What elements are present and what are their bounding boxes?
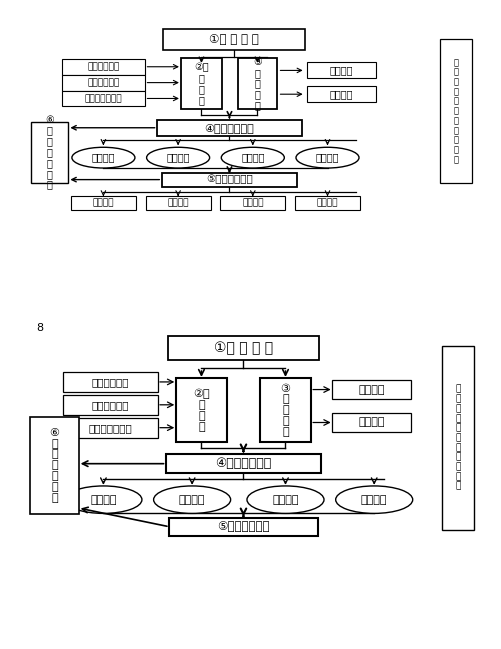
Text: 基数效用理论: 基数效用理论: [92, 377, 129, 387]
Text: 工资理论: 工资理论: [93, 199, 114, 208]
FancyBboxPatch shape: [306, 86, 376, 102]
FancyBboxPatch shape: [157, 120, 301, 136]
FancyBboxPatch shape: [63, 395, 158, 415]
FancyBboxPatch shape: [62, 91, 145, 106]
Ellipse shape: [153, 486, 230, 513]
Text: 生产理论: 生产理论: [329, 66, 353, 75]
Text: 序数效用理论: 序数效用理论: [87, 78, 119, 87]
FancyBboxPatch shape: [237, 58, 277, 109]
Ellipse shape: [65, 486, 142, 513]
Text: 显示性偏好理论: 显示性偏好理论: [88, 422, 132, 433]
FancyBboxPatch shape: [332, 380, 410, 399]
Text: 寡头垄断: 寡头垄断: [240, 153, 264, 163]
Text: 垄断竞争: 垄断竞争: [178, 495, 205, 505]
FancyBboxPatch shape: [332, 413, 410, 432]
Text: 成本理论: 成本理论: [358, 417, 384, 428]
FancyBboxPatch shape: [295, 197, 359, 210]
FancyBboxPatch shape: [63, 372, 158, 392]
Text: ⑤要素市场理论: ⑤要素市场理论: [217, 520, 269, 533]
Text: 基数效用理论: 基数效用理论: [87, 62, 119, 71]
Text: ①供 求 理 论: ①供 求 理 论: [209, 33, 259, 46]
FancyBboxPatch shape: [30, 417, 79, 514]
Text: ①供 求 理 论: ①供 求 理 论: [213, 341, 273, 355]
FancyBboxPatch shape: [165, 454, 321, 473]
Text: ④产品市场理论: ④产品市场理论: [215, 457, 271, 470]
Text: 生产理论: 生产理论: [358, 385, 384, 395]
Ellipse shape: [72, 147, 135, 168]
Text: 完全垄断: 完全垄断: [315, 153, 339, 163]
FancyBboxPatch shape: [62, 59, 145, 75]
Text: 利润理论: 利润理论: [316, 199, 338, 208]
FancyBboxPatch shape: [220, 197, 285, 210]
FancyBboxPatch shape: [260, 378, 310, 442]
Text: 8: 8: [37, 323, 44, 333]
FancyBboxPatch shape: [163, 29, 305, 50]
FancyBboxPatch shape: [162, 173, 296, 187]
FancyBboxPatch shape: [62, 75, 145, 91]
FancyBboxPatch shape: [71, 197, 136, 210]
Text: ③
厂
商
理
论: ③ 厂 商 理 论: [280, 384, 290, 437]
Text: 显示性偏好理论: 显示性偏好理论: [85, 94, 122, 103]
Text: 完全竞争: 完全竞争: [92, 153, 115, 163]
Ellipse shape: [335, 486, 412, 513]
FancyBboxPatch shape: [176, 378, 226, 442]
Ellipse shape: [246, 486, 323, 513]
FancyBboxPatch shape: [31, 122, 68, 182]
FancyBboxPatch shape: [145, 197, 210, 210]
FancyBboxPatch shape: [439, 39, 471, 183]
Ellipse shape: [296, 147, 358, 168]
FancyBboxPatch shape: [441, 346, 473, 530]
Ellipse shape: [221, 147, 284, 168]
Text: 序数效用理论: 序数效用理论: [92, 400, 129, 410]
Text: 微
观
经
济
分
析
的
基
本
内
容: 微 观 经 济 分 析 的 基 本 内 容: [452, 58, 457, 164]
Ellipse shape: [146, 147, 209, 168]
FancyBboxPatch shape: [63, 417, 158, 437]
Text: 微
观
经
济
分
析
的
基
本
内
容: 微 观 经 济 分 析 的 基 本 内 容: [454, 385, 460, 491]
Text: ④产品市场理论: ④产品市场理论: [204, 123, 254, 133]
Text: ②消
费
理
论: ②消 费 理 论: [194, 62, 208, 104]
Text: 垄断竞争: 垄断竞争: [166, 153, 189, 163]
Text: ⑥
一
般
均
衡
理
论: ⑥ 一 般 均 衡 理 论: [45, 115, 54, 190]
Text: 寡头垄断: 寡头垄断: [272, 495, 298, 505]
FancyBboxPatch shape: [180, 58, 222, 109]
Text: 利息理论: 利息理论: [241, 199, 263, 208]
Text: 完全垄断: 完全垄断: [360, 495, 387, 505]
Text: ③
厂
商
理
论: ③ 厂 商 理 论: [253, 57, 262, 110]
Text: 地租理论: 地租理论: [167, 199, 188, 208]
FancyBboxPatch shape: [167, 336, 319, 360]
Text: ⑥
一
般
均
衡
理
论: ⑥ 一 般 均 衡 理 论: [49, 428, 59, 502]
FancyBboxPatch shape: [306, 62, 376, 79]
Text: ⑤要素市场理论: ⑤要素市场理论: [206, 175, 253, 184]
FancyBboxPatch shape: [169, 518, 317, 535]
Text: ②消
费
理
论: ②消 费 理 论: [193, 389, 209, 432]
Text: 完全竞争: 完全竞争: [90, 495, 116, 505]
Text: 成本理论: 成本理论: [329, 89, 353, 99]
